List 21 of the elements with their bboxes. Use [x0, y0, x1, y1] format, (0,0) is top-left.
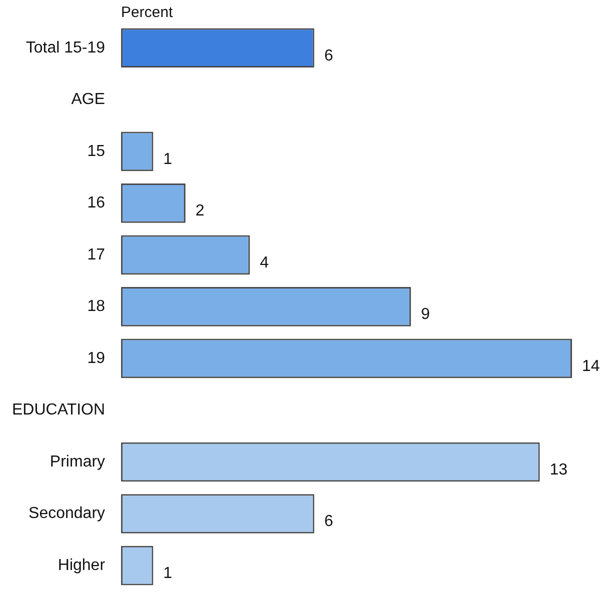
y-tick-label: Primary	[50, 453, 106, 470]
y-tick-label: Total 15-19	[26, 39, 106, 56]
y-tick-label: Higher	[58, 556, 106, 574]
data-label: 9	[420, 306, 430, 324]
data-label: 13	[550, 461, 568, 478]
data-label: 14	[582, 358, 600, 375]
data-label: 1	[163, 564, 172, 582]
data-label: 2	[195, 202, 204, 220]
y-tick-label: EDUCATION	[12, 402, 106, 419]
data-label: 4	[260, 254, 269, 272]
y-tick-label: 17	[87, 246, 106, 264]
y-tick-label: AGE	[71, 91, 106, 108]
y-tick-label: 19	[87, 350, 106, 367]
data-label: 6	[324, 513, 334, 530]
y-tick-label: 18	[87, 298, 106, 316]
x-axis-title: Percent	[121, 4, 174, 22]
y-tick-label: 16	[87, 194, 106, 212]
y-tick-label: Secondary	[28, 505, 106, 522]
y-tick-label: 15	[87, 142, 106, 160]
data-label: 1	[163, 150, 172, 168]
data-label: 6	[324, 47, 334, 64]
